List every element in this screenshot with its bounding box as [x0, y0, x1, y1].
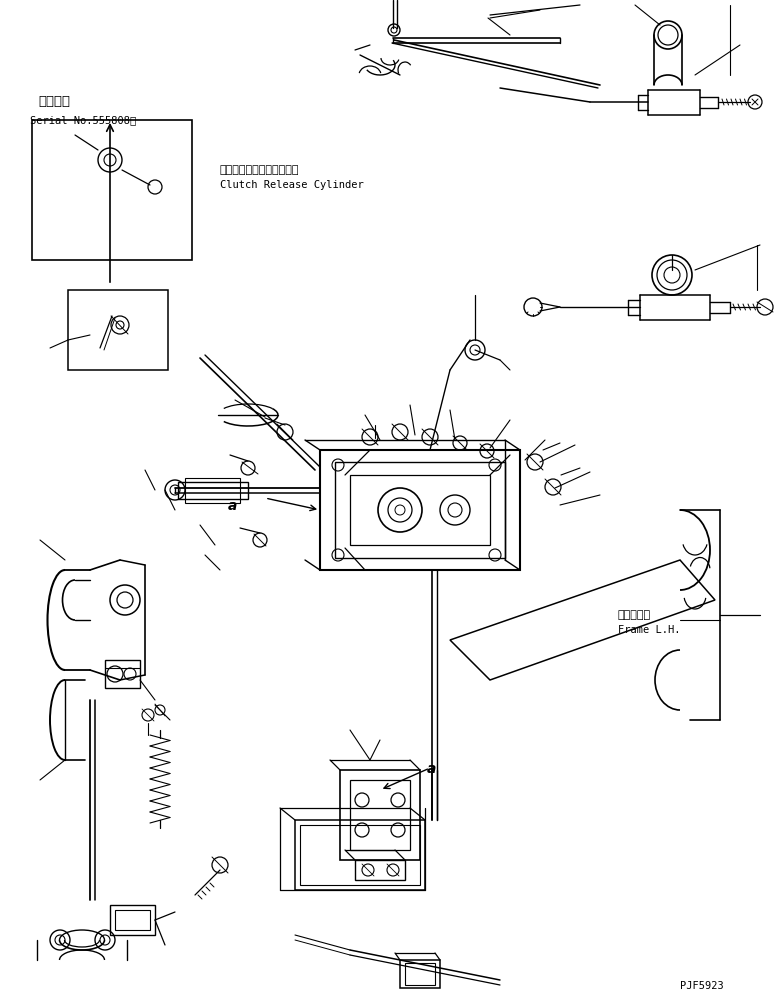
Text: 適用号機: 適用号機	[38, 95, 70, 108]
Bar	[340, 770, 420, 860]
Text: クラッチリリースシリンダ: クラッチリリースシリンダ	[220, 165, 300, 175]
Bar	[105, 660, 140, 688]
Bar	[300, 825, 420, 885]
Text: a: a	[228, 499, 237, 513]
Bar	[400, 960, 440, 988]
Bar	[350, 475, 490, 545]
Text: フレーム左: フレーム左	[618, 610, 651, 620]
Bar	[320, 450, 520, 570]
Bar	[295, 820, 425, 890]
Text: Frame L.H.: Frame L.H.	[618, 625, 680, 635]
Bar	[355, 860, 405, 880]
Text: Clutch Release Cylinder: Clutch Release Cylinder	[220, 180, 364, 190]
Text: Serial No.555808～: Serial No.555808～	[30, 115, 136, 125]
Bar	[68, 290, 168, 370]
Text: a: a	[427, 762, 436, 776]
Bar	[115, 910, 150, 930]
Bar	[178, 482, 248, 499]
Bar	[110, 905, 155, 935]
Bar	[350, 780, 410, 850]
Text: PJF5923: PJF5923	[680, 981, 723, 991]
Bar	[405, 963, 435, 985]
Bar	[335, 462, 505, 558]
Bar	[185, 478, 240, 503]
Bar	[32, 120, 192, 260]
